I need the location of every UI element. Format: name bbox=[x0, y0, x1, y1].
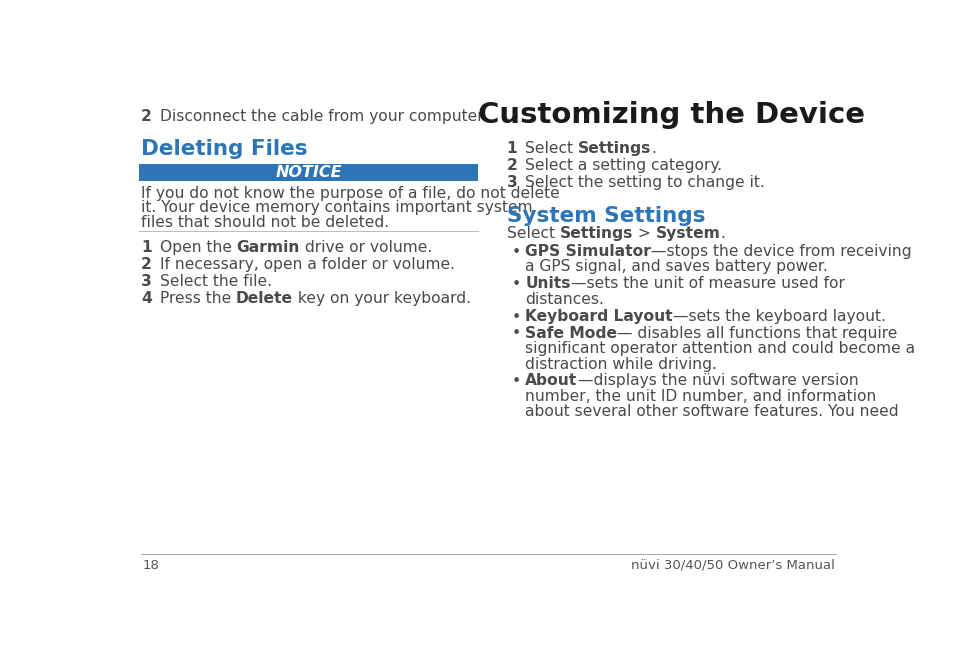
Text: 2: 2 bbox=[141, 109, 152, 124]
Text: about several other software features. You need: about several other software features. Y… bbox=[525, 404, 898, 419]
Text: number, the unit ID number, and information: number, the unit ID number, and informat… bbox=[525, 389, 876, 404]
Text: Select: Select bbox=[525, 141, 578, 156]
Text: Select: Select bbox=[506, 226, 559, 240]
Text: nüvi 30/40/50 Owner’s Manual: nüvi 30/40/50 Owner’s Manual bbox=[631, 559, 835, 572]
Text: System: System bbox=[655, 226, 720, 240]
Text: Units: Units bbox=[525, 277, 570, 292]
Text: >: > bbox=[633, 226, 655, 240]
Text: — disables all functions that require: — disables all functions that require bbox=[617, 326, 897, 341]
Text: files that should not be deleted.: files that should not be deleted. bbox=[141, 215, 389, 230]
Text: Garmin: Garmin bbox=[236, 240, 299, 255]
Text: significant operator attention and could become a: significant operator attention and could… bbox=[525, 341, 915, 356]
Text: •: • bbox=[511, 310, 520, 325]
Text: •: • bbox=[511, 245, 520, 260]
Text: 2: 2 bbox=[506, 158, 517, 173]
Text: About: About bbox=[525, 373, 577, 388]
Text: distraction while driving.: distraction while driving. bbox=[525, 356, 717, 371]
Text: —sets the keyboard layout.: —sets the keyboard layout. bbox=[672, 308, 885, 324]
Text: Settings: Settings bbox=[578, 141, 651, 156]
Text: Customizing the Device: Customizing the Device bbox=[477, 101, 863, 129]
Text: —sets the unit of measure used for: —sets the unit of measure used for bbox=[570, 277, 843, 292]
Text: it. Your device memory contains important system: it. Your device memory contains importan… bbox=[141, 200, 532, 215]
Text: Select the file.: Select the file. bbox=[159, 274, 272, 289]
Text: Select the setting to change it.: Select the setting to change it. bbox=[525, 175, 764, 190]
Text: •: • bbox=[511, 327, 520, 341]
Text: Disconnect the cable from your computer.: Disconnect the cable from your computer. bbox=[159, 109, 486, 124]
Text: .: . bbox=[651, 141, 656, 156]
Text: 2: 2 bbox=[141, 257, 152, 272]
Text: 3: 3 bbox=[141, 274, 152, 289]
Text: Safe Mode: Safe Mode bbox=[525, 326, 617, 341]
Text: distances.: distances. bbox=[525, 292, 603, 307]
Text: Press the: Press the bbox=[159, 291, 235, 306]
Text: a GPS signal, and saves battery power.: a GPS signal, and saves battery power. bbox=[525, 259, 827, 275]
Text: Select a setting category.: Select a setting category. bbox=[525, 158, 721, 173]
Text: If necessary, open a folder or volume.: If necessary, open a folder or volume. bbox=[159, 257, 454, 272]
Text: •: • bbox=[511, 277, 520, 292]
Text: Settings: Settings bbox=[559, 226, 633, 240]
Text: Delete: Delete bbox=[235, 291, 293, 306]
Text: •: • bbox=[511, 374, 520, 389]
Text: Open the: Open the bbox=[159, 240, 236, 255]
Text: 1: 1 bbox=[506, 141, 517, 156]
Text: .: . bbox=[720, 226, 724, 240]
Text: Deleting Files: Deleting Files bbox=[141, 139, 307, 159]
Text: GPS Simulator: GPS Simulator bbox=[525, 244, 651, 259]
Text: drive or volume.: drive or volume. bbox=[299, 240, 432, 255]
Text: System Settings: System Settings bbox=[506, 205, 704, 226]
Text: —stops the device from receiving: —stops the device from receiving bbox=[651, 244, 911, 259]
Text: 1: 1 bbox=[141, 240, 152, 255]
Text: 4: 4 bbox=[141, 291, 152, 306]
FancyBboxPatch shape bbox=[139, 164, 477, 181]
Text: 3: 3 bbox=[506, 175, 517, 190]
Text: If you do not know the purpose of a file, do not delete: If you do not know the purpose of a file… bbox=[141, 185, 559, 201]
Text: 18: 18 bbox=[142, 559, 159, 572]
Text: —displays the nüvi software version: —displays the nüvi software version bbox=[577, 373, 858, 388]
Text: Keyboard Layout: Keyboard Layout bbox=[525, 308, 672, 324]
Text: key on your keyboard.: key on your keyboard. bbox=[293, 291, 470, 306]
Text: NOTICE: NOTICE bbox=[275, 165, 341, 180]
